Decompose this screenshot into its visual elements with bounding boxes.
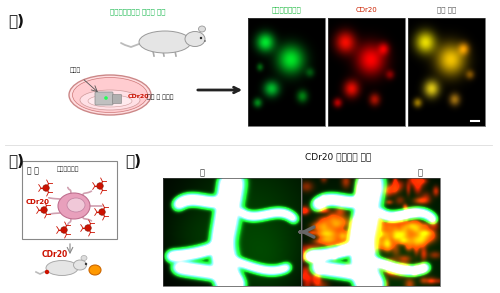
Ellipse shape — [88, 95, 132, 107]
Circle shape — [43, 185, 49, 191]
Ellipse shape — [74, 260, 86, 270]
Text: CDr20 꼬리정맥 주사: CDr20 꼬리정맥 주사 — [305, 152, 371, 161]
Text: 전: 전 — [200, 168, 204, 177]
Bar — [163, 178, 301, 286]
Text: 뇌 안: 뇌 안 — [27, 166, 39, 175]
Text: 가): 가) — [8, 13, 24, 28]
Circle shape — [104, 96, 108, 100]
Circle shape — [45, 270, 49, 274]
Ellipse shape — [69, 75, 151, 115]
Ellipse shape — [46, 260, 78, 275]
Ellipse shape — [185, 32, 205, 47]
Bar — [328, 18, 405, 126]
Text: 후: 후 — [418, 168, 422, 177]
Ellipse shape — [198, 26, 205, 32]
FancyBboxPatch shape — [112, 95, 122, 103]
Text: 나): 나) — [8, 153, 24, 168]
Ellipse shape — [89, 265, 101, 275]
Ellipse shape — [139, 31, 191, 53]
Text: CDr20: CDr20 — [128, 95, 150, 100]
Bar — [302, 178, 440, 286]
Text: 녹색형광단백질: 녹색형광단백질 — [272, 6, 302, 13]
Text: 다): 다) — [125, 153, 141, 168]
Circle shape — [85, 263, 87, 265]
Circle shape — [200, 37, 202, 39]
Text: CDr20: CDr20 — [26, 199, 50, 205]
Circle shape — [41, 207, 47, 213]
Bar — [248, 18, 325, 126]
Ellipse shape — [72, 78, 148, 113]
Text: 겹친 그림: 겹친 그림 — [437, 6, 456, 13]
Text: 미세아교세포: 미세아교세포 — [57, 166, 80, 172]
Bar — [408, 18, 485, 126]
Circle shape — [97, 183, 103, 189]
Circle shape — [85, 225, 91, 231]
Text: 미세아교세포가 표지된 생쥐: 미세아교세포가 표지된 생쥐 — [110, 8, 166, 15]
Circle shape — [61, 227, 67, 233]
Ellipse shape — [80, 90, 140, 110]
Text: 뇌절편: 뇌절편 — [70, 67, 81, 73]
Ellipse shape — [67, 198, 85, 212]
Ellipse shape — [81, 255, 87, 260]
Ellipse shape — [58, 193, 90, 219]
Text: CDr20: CDr20 — [42, 250, 68, 259]
FancyBboxPatch shape — [95, 92, 113, 105]
Circle shape — [99, 209, 105, 215]
Circle shape — [204, 40, 206, 42]
Text: CDr20: CDr20 — [356, 7, 378, 13]
Text: 주가 후 이미징: 주가 후 이미징 — [145, 94, 174, 100]
Bar — [22, 161, 117, 239]
